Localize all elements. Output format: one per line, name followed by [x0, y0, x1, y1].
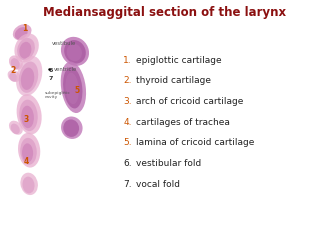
Ellipse shape — [20, 138, 37, 165]
Ellipse shape — [16, 57, 42, 97]
Ellipse shape — [14, 34, 39, 63]
Text: lamina of cricoid cartilage: lamina of cricoid cartilage — [136, 138, 254, 147]
Ellipse shape — [19, 100, 38, 131]
Ellipse shape — [19, 43, 31, 59]
Ellipse shape — [11, 59, 20, 70]
Ellipse shape — [63, 120, 79, 137]
Ellipse shape — [9, 56, 23, 70]
Ellipse shape — [17, 95, 42, 135]
Ellipse shape — [64, 41, 86, 64]
Text: 7.: 7. — [123, 179, 132, 188]
Ellipse shape — [13, 25, 32, 41]
Text: 5: 5 — [75, 86, 80, 95]
Ellipse shape — [8, 71, 20, 83]
Ellipse shape — [63, 68, 83, 109]
Ellipse shape — [20, 173, 38, 195]
Text: 4: 4 — [23, 156, 28, 165]
Text: cartilages of trachea: cartilages of trachea — [136, 117, 229, 126]
Text: 6: 6 — [48, 68, 53, 72]
Ellipse shape — [61, 117, 83, 139]
Text: 3.: 3. — [123, 97, 132, 106]
Text: 3: 3 — [24, 115, 29, 124]
Text: subepiglttic
cavity: subepiglttic cavity — [45, 90, 71, 99]
Text: 4.: 4. — [124, 117, 132, 126]
Ellipse shape — [67, 45, 82, 62]
Ellipse shape — [22, 144, 33, 163]
Ellipse shape — [22, 177, 35, 194]
Text: 2: 2 — [10, 66, 15, 75]
Text: 7: 7 — [48, 75, 53, 80]
Ellipse shape — [9, 121, 23, 135]
Text: 2.: 2. — [124, 76, 132, 85]
Text: vestibule: vestibule — [52, 41, 76, 46]
Text: vestibular fold: vestibular fold — [136, 158, 201, 167]
Text: 1: 1 — [22, 24, 27, 33]
Ellipse shape — [18, 133, 40, 168]
Text: 6.: 6. — [123, 158, 132, 167]
Text: vocal fold: vocal fold — [136, 179, 180, 188]
Ellipse shape — [15, 28, 28, 40]
Ellipse shape — [21, 68, 34, 91]
Ellipse shape — [61, 62, 86, 114]
Ellipse shape — [21, 106, 34, 129]
Text: 5.: 5. — [123, 138, 132, 147]
Text: arch of cricoid cartilage: arch of cricoid cartilage — [136, 97, 243, 106]
Text: thyroid cartilage: thyroid cartilage — [136, 76, 211, 85]
Text: epiglottic cartilage: epiglottic cartilage — [136, 56, 221, 64]
Text: ventricle: ventricle — [54, 67, 77, 72]
Ellipse shape — [17, 39, 35, 61]
Ellipse shape — [11, 124, 20, 135]
Ellipse shape — [19, 62, 38, 93]
Ellipse shape — [9, 73, 18, 82]
Text: 1.: 1. — [123, 56, 132, 64]
Ellipse shape — [65, 73, 79, 105]
Ellipse shape — [61, 38, 89, 67]
Text: Mediansaggital section of the larynx: Mediansaggital section of the larynx — [44, 6, 287, 19]
